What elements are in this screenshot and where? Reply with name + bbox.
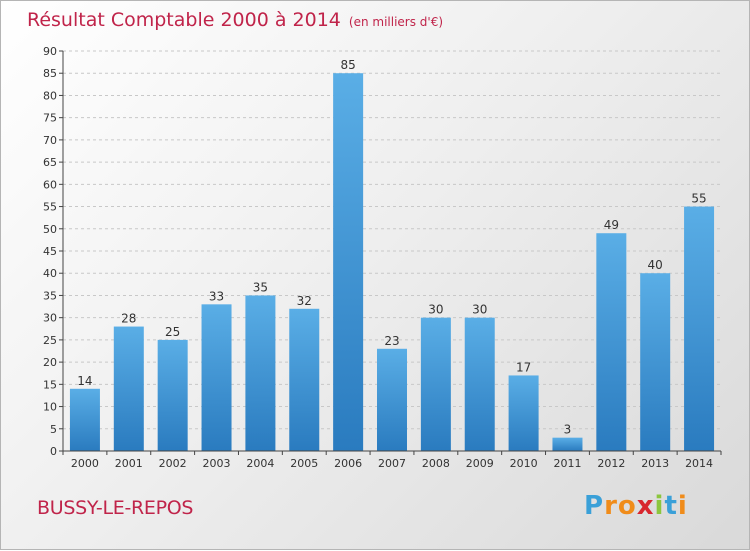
bar [596,233,627,451]
data-label: 40 [648,258,663,272]
data-label: 49 [604,218,619,232]
data-label: 85 [340,58,355,72]
x-tick-label: 2003 [203,457,231,470]
logo-letter: i [677,491,688,521]
data-label: 32 [297,294,312,308]
data-label: 30 [428,303,443,317]
bar [333,73,364,451]
bar [289,308,320,451]
place-name: BUSSY-LE-REPOS [37,497,194,519]
data-label: 33 [209,289,224,303]
x-tick-label: 2010 [510,457,538,470]
data-label: 30 [472,303,487,317]
y-tick-label: 15 [43,378,57,391]
logo-letter: x [636,491,655,521]
data-label: 28 [121,312,136,326]
y-tick-label: 10 [43,401,57,414]
proxiti-logo: Proxiti [584,491,688,521]
bar [552,437,583,451]
bar [420,317,451,451]
logo-letter: i [654,491,665,521]
bar [113,326,144,451]
logo-letter: r [604,491,618,521]
x-tick-label: 2007 [378,457,406,470]
logo-letter: P [584,491,605,521]
bar [69,388,100,451]
y-tick-label: 65 [43,156,57,169]
y-tick-label: 50 [43,223,57,236]
x-tick-label: 2002 [159,457,187,470]
chart-title: Résultat Comptable 2000 à 2014 (en millie… [27,9,443,31]
x-tick-label: 2001 [115,457,143,470]
y-tick-label: 80 [43,89,57,102]
y-tick-label: 0 [50,445,57,458]
bar [245,295,276,451]
bar [377,348,407,451]
y-tick-label: 25 [43,334,57,347]
y-tick-label: 20 [43,356,57,369]
data-label: 25 [165,325,180,339]
x-tick-label: 2008 [422,457,450,470]
logo-letter: t [664,491,678,521]
data-label: 55 [691,192,706,206]
title-text: Résultat Comptable 2000 à 2014 [27,9,341,31]
y-tick-label: 5 [50,423,57,436]
x-tick-label: 2006 [334,457,362,470]
bar [640,273,671,451]
y-tick-label: 60 [43,178,57,191]
y-tick-label: 55 [43,201,57,214]
data-label: 23 [384,334,399,348]
x-tick-label: 2005 [290,457,318,470]
y-tick-label: 85 [43,67,57,80]
y-tick-label: 40 [43,267,57,280]
bar [508,375,539,451]
data-label: 3 [564,423,572,437]
logo-letter: o [617,491,637,521]
data-label: 35 [253,280,268,294]
bar [201,304,232,451]
y-tick-label: 70 [43,134,57,147]
bar [157,339,188,451]
y-tick-label: 35 [43,289,57,302]
y-tick-label: 30 [43,312,57,325]
data-label: 17 [516,360,531,374]
x-tick-label: 2004 [246,457,274,470]
x-tick-label: 2009 [466,457,494,470]
data-label: 14 [77,374,92,388]
bar [684,206,715,451]
y-tick-label: 45 [43,245,57,258]
x-tick-label: 2012 [597,457,625,470]
x-tick-label: 2013 [641,457,669,470]
y-tick-label: 75 [43,112,57,125]
x-tick-label: 2014 [685,457,713,470]
bar [464,317,495,451]
x-tick-label: 2011 [553,457,581,470]
x-tick-label: 2000 [71,457,99,470]
title-unit: (en milliers d'€) [348,15,444,29]
y-tick-label: 90 [43,45,57,58]
